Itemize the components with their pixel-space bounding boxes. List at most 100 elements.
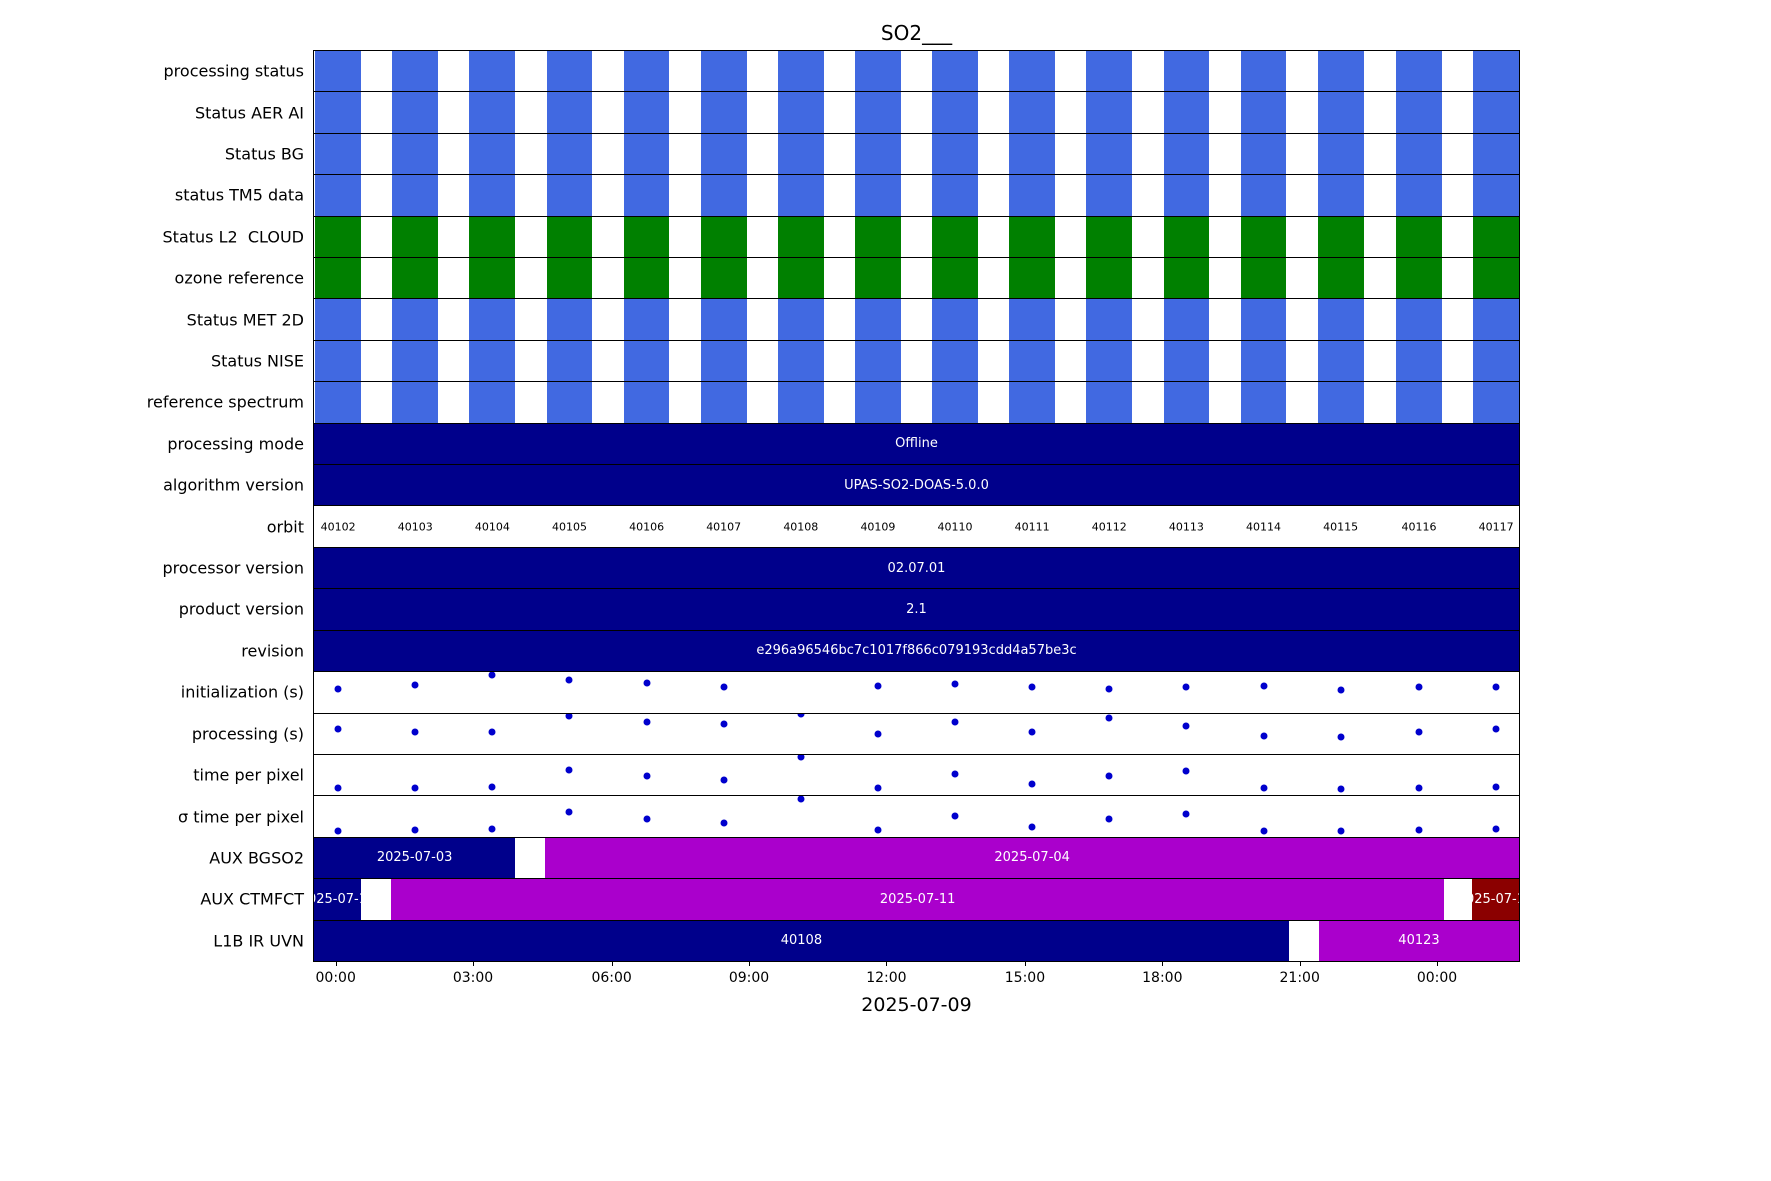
orbit-number: 40112 (1091, 520, 1127, 534)
status-block (469, 340, 516, 382)
scatter-dot (411, 728, 419, 736)
bar-text: 2.1 (906, 601, 927, 617)
status-block (700, 299, 747, 340)
status-block (623, 340, 670, 382)
row-label: processing (s) (191, 724, 304, 744)
status-block (700, 216, 747, 258)
status-block (1396, 92, 1442, 133)
scatter-dot (565, 713, 573, 720)
status-block (1086, 92, 1133, 133)
scatter-dot (1105, 685, 1113, 693)
status-block (932, 299, 978, 340)
scatter-dot (951, 770, 959, 777)
status-block (932, 175, 978, 216)
status-block (1086, 258, 1133, 299)
scatter-dot (797, 754, 805, 761)
row-label: algorithm version (163, 475, 304, 495)
row-label: Status AER AI (195, 103, 304, 123)
plot-row-algorithm-version: algorithm version UPAS-SO2-DOAS-5.0.0 (163, 464, 1519, 506)
status-block (392, 216, 439, 258)
status-block (546, 133, 593, 175)
status-block (1240, 299, 1287, 340)
status-block (315, 340, 361, 382)
status-block (1009, 175, 1056, 216)
bar-text: 40108 (780, 933, 823, 949)
row-label: AUX CTMFCT (200, 889, 304, 909)
status-block (1396, 216, 1442, 258)
x-tick-label: 06:00 (591, 970, 632, 986)
status-block (1240, 382, 1287, 423)
row-canvas (314, 258, 1519, 299)
status-block (1240, 258, 1287, 299)
scatter-dot (411, 681, 419, 689)
status-block (1396, 299, 1442, 340)
status-block (700, 258, 747, 299)
scatter-dot (1028, 728, 1036, 736)
row-label: processing status (163, 61, 304, 81)
orbit-number: 40117 (1478, 520, 1514, 534)
status-block (1163, 340, 1210, 382)
status-block (1009, 51, 1056, 92)
status-block (315, 51, 361, 92)
scatter-dot (565, 766, 573, 774)
status-block (855, 216, 901, 258)
row-canvas: e296a96546bc7c1017f866c079193cdd4a57be3c (314, 630, 1519, 672)
status-block (1473, 92, 1519, 133)
status-block (392, 258, 439, 299)
status-block (546, 382, 593, 423)
status-block (1396, 258, 1442, 299)
plot-row-l1b-ir-uvn: L1B IR UVN 40108 40123 (213, 919, 1519, 961)
scatter-dot (951, 718, 959, 726)
row-label: initialization (s) (180, 682, 304, 702)
plot-row-status-nise: Status NISE (211, 339, 1519, 382)
scatter-dot (643, 772, 651, 780)
status-block (855, 92, 901, 133)
row-label: ozone reference (174, 268, 304, 288)
row-label: Status L2 CLOUD (162, 227, 304, 247)
status-block (1240, 340, 1287, 382)
status-block (623, 133, 670, 175)
scatter-dot (643, 718, 651, 726)
status-block (1086, 382, 1133, 423)
x-tick-mark (611, 961, 613, 966)
status-block (1086, 340, 1133, 382)
status-block (1317, 340, 1364, 382)
x-tick-mark (886, 961, 888, 966)
status-block (315, 382, 361, 423)
scatter-dot (488, 783, 496, 791)
bar-text: 2025-07-12 (1472, 891, 1519, 907)
row-canvas (314, 133, 1519, 175)
scatter-dot (411, 826, 419, 834)
status-block (546, 340, 593, 382)
status-block (315, 258, 361, 299)
bar-text: 2025-07-11 (879, 891, 956, 907)
scatter-dot (334, 827, 342, 835)
status-block (1086, 133, 1133, 175)
status-block (315, 216, 361, 258)
status-block (777, 175, 824, 216)
status-block (1163, 51, 1210, 92)
row-canvas (314, 340, 1519, 382)
scatter-dot (334, 685, 342, 693)
plot-row-status-bg: Status BG (225, 132, 1519, 175)
x-tick-mark (1024, 961, 1026, 966)
scatter-dot (1415, 728, 1423, 736)
row-canvas: 02.07.01 (314, 547, 1519, 589)
status-block (623, 216, 670, 258)
scatter-dot (565, 676, 573, 684)
plot-row-processing-status: processing status (164, 51, 1519, 92)
orbit-number: 40109 (860, 520, 896, 534)
status-block (623, 175, 670, 216)
scatter-dot (1182, 767, 1190, 775)
scatter-dot (1337, 686, 1345, 694)
status-block (1473, 299, 1519, 340)
scatter-dot (488, 728, 496, 736)
status-block (932, 340, 978, 382)
orbit-number: 40110 (937, 520, 973, 534)
x-tick-label: 03:00 (452, 970, 494, 986)
row-label: product version (178, 599, 304, 619)
plot-row-ozone-reference: ozone reference (175, 257, 1519, 299)
plot-row-reference-spectrum: reference spectrum (147, 381, 1519, 423)
plot-row-aux-bgso2: AUX BGSO2 2025-07-03 2025-07-04 (209, 836, 1519, 879)
